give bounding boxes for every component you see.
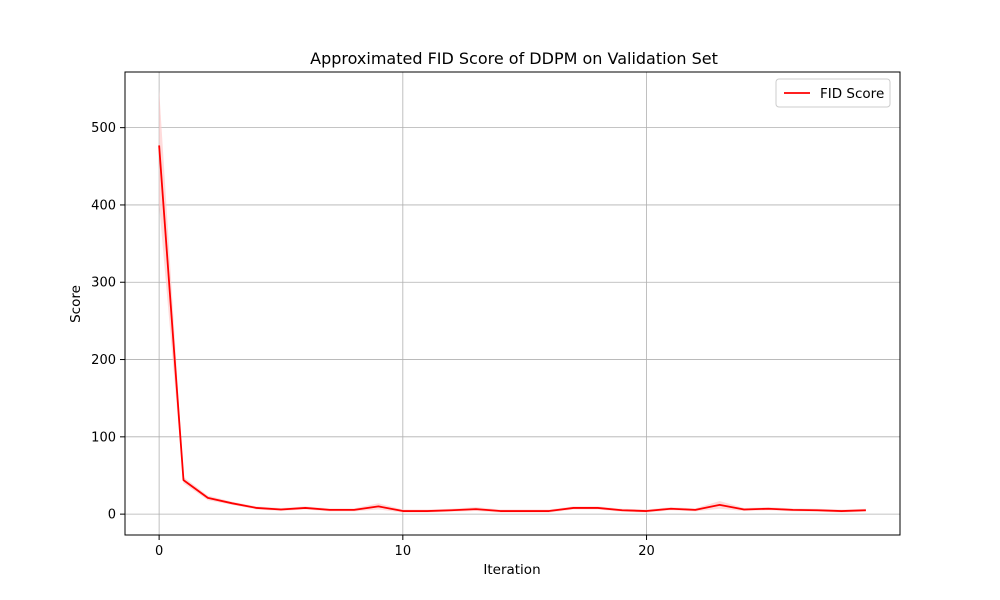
x-axis-ticks: 0 10 20 xyxy=(155,535,655,559)
x-tick-label: 20 xyxy=(638,544,655,559)
legend[interactable]: FID Score xyxy=(775,78,891,108)
y-tick-label: 500 xyxy=(91,121,116,136)
grid xyxy=(125,72,900,535)
y-tick-label: 0 xyxy=(108,508,116,523)
legend-label: FID Score xyxy=(820,86,884,102)
plot-frame xyxy=(124,71,901,536)
y-axis-ticks: 0 100 200 300 400 500 xyxy=(91,121,125,523)
y-tick-label: 100 xyxy=(91,430,116,445)
y-axis-label: Score xyxy=(68,285,84,323)
x-tick-label: 10 xyxy=(395,544,412,559)
y-tick-label: 200 xyxy=(91,353,116,368)
y-tick-label: 400 xyxy=(91,198,116,213)
legend-box xyxy=(775,78,891,108)
series-band xyxy=(159,89,866,513)
chart-title: Approximated FID Score of DDPM on Valida… xyxy=(310,49,718,68)
confidence-band xyxy=(159,89,866,513)
series-lines xyxy=(158,145,866,512)
y-tick-label: 300 xyxy=(91,276,116,291)
series-line-0 xyxy=(158,145,866,512)
x-tick-label: 0 xyxy=(155,544,163,559)
x-axis-label: Iteration xyxy=(483,562,540,578)
